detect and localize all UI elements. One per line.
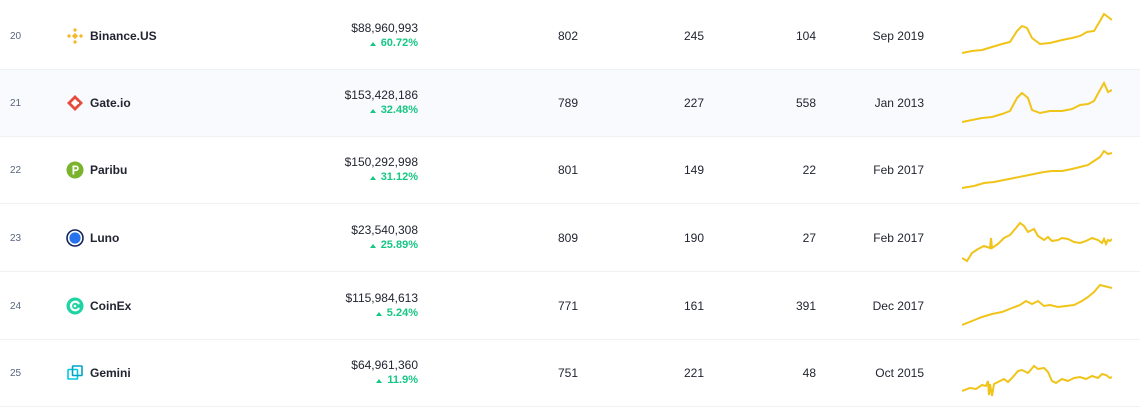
caret-up-icon <box>369 108 376 113</box>
volume-amount: $153,428,186 <box>344 88 418 102</box>
rank-cell: 20 <box>10 30 22 42</box>
volume-cell: $115,984,613 5.24% <box>300 273 418 339</box>
exchange-name-cell[interactable]: Luno <box>66 205 286 271</box>
launched-cell: Dec 2017 <box>872 299 924 313</box>
caret-up-icon <box>369 243 376 248</box>
table-row[interactable]: 25 Gemini $64,961,360 11.9% 751 221 48 O… <box>0 340 1140 407</box>
coins-cell: 227 <box>683 96 704 110</box>
coins-cell: 245 <box>683 29 704 43</box>
markets-cell: 802 <box>557 29 578 43</box>
table-row[interactable]: 22 Paribu $150,292,998 31.12% 801 149 22… <box>0 137 1140 204</box>
exchange-name-cell[interactable]: CoinEx <box>66 273 286 339</box>
volume-cell: $64,961,360 11.9% <box>300 340 418 406</box>
volume-sparkline <box>962 137 1112 203</box>
exchange-name[interactable]: Gemini <box>90 366 131 380</box>
coins-cell: 190 <box>683 231 704 245</box>
volume-amount: $88,960,993 <box>351 21 418 35</box>
volume-amount: $64,961,360 <box>351 358 418 372</box>
coins-cell: 221 <box>683 366 704 380</box>
gemini-logo-icon <box>66 364 84 382</box>
volume-sparkline <box>962 273 1112 339</box>
markets-cell: 801 <box>557 163 578 177</box>
caret-up-icon <box>376 378 383 383</box>
coinex-logo-icon <box>66 297 84 315</box>
pairs-cell: 104 <box>795 29 816 43</box>
volume-cell: $150,292,998 31.12% <box>300 137 418 203</box>
volume-cell: $153,428,186 32.48% <box>300 70 418 136</box>
volume-change: 5.24% <box>375 306 418 321</box>
rank-cell: 21 <box>10 97 22 109</box>
volume-sparkline <box>962 3 1112 69</box>
rank-cell: 22 <box>10 164 22 176</box>
table-row[interactable]: 21 Gate.io $153,428,186 32.48% 789 227 5… <box>0 70 1140 137</box>
markets-cell: 809 <box>557 231 578 245</box>
volume-cell: $88,960,993 60.72% <box>300 3 418 69</box>
launched-cell: Jan 2013 <box>874 96 924 110</box>
exchange-name-cell[interactable]: Gate.io <box>66 70 286 136</box>
table-row[interactable]: 23 Luno $23,540,308 25.89% 809 190 27 Fe… <box>0 205 1140 272</box>
volume-change: 31.12% <box>369 170 418 185</box>
exchange-name[interactable]: CoinEx <box>90 299 132 313</box>
rank-cell: 23 <box>10 232 22 244</box>
launched-cell: Feb 2017 <box>873 163 924 177</box>
volume-amount: $150,292,998 <box>344 155 418 169</box>
volume-change: 11.9% <box>376 373 418 388</box>
launched-cell: Feb 2017 <box>873 231 924 245</box>
gate-io-logo-icon <box>66 94 84 112</box>
volume-change: 25.89% <box>369 238 418 253</box>
pairs-cell: 558 <box>795 96 816 110</box>
caret-up-icon <box>369 41 376 46</box>
exchange-name[interactable]: Luno <box>90 231 120 245</box>
rank-cell: 25 <box>10 367 22 379</box>
volume-change: 60.72% <box>369 36 418 51</box>
exchange-name-cell[interactable]: Paribu <box>66 137 286 203</box>
paribu-logo-icon <box>66 161 84 179</box>
caret-up-icon <box>369 175 376 180</box>
volume-sparkline <box>962 340 1112 406</box>
exchange-name[interactable]: Binance.US <box>90 29 157 43</box>
launched-cell: Sep 2019 <box>872 29 924 43</box>
table-row[interactable]: 20 Binance.US $88,960,993 60.72% 802 <box>0 3 1140 70</box>
volume-sparkline <box>962 205 1112 271</box>
pairs-cell: 22 <box>802 163 816 177</box>
markets-cell: 771 <box>557 299 578 313</box>
volume-change: 32.48% <box>369 103 418 118</box>
volume-sparkline <box>962 70 1112 136</box>
volume-cell: $23,540,308 25.89% <box>300 205 418 271</box>
exchange-name[interactable]: Gate.io <box>90 96 131 110</box>
launched-cell: Oct 2015 <box>875 366 924 380</box>
coins-cell: 161 <box>683 299 704 313</box>
rank-cell: 24 <box>10 300 22 312</box>
markets-cell: 751 <box>557 366 578 380</box>
markets-cell: 789 <box>557 96 578 110</box>
binance-us-logo-icon <box>66 27 84 45</box>
luno-logo-icon <box>66 229 84 247</box>
exchange-name[interactable]: Paribu <box>90 163 128 177</box>
pairs-cell: 391 <box>795 299 816 313</box>
pairs-cell: 48 <box>802 366 816 380</box>
volume-amount: $115,984,613 <box>345 291 418 305</box>
table-row[interactable]: 24 CoinEx $115,984,613 5.24% 771 161 391… <box>0 273 1140 340</box>
volume-amount: $23,540,308 <box>351 223 418 237</box>
exchange-name-cell[interactable]: Binance.US <box>66 3 286 69</box>
caret-up-icon <box>375 311 382 316</box>
exchange-name-cell[interactable]: Gemini <box>66 340 286 406</box>
pairs-cell: 27 <box>802 231 816 245</box>
coins-cell: 149 <box>683 163 704 177</box>
